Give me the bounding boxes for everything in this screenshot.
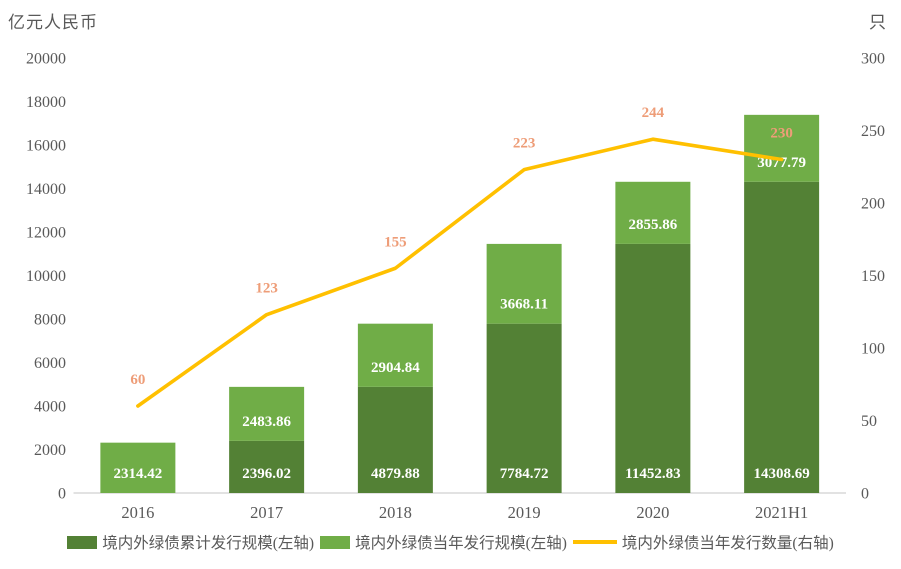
bar-value-label: 11452.83	[625, 466, 680, 482]
line-value-label: 155	[384, 234, 407, 250]
right-axis-tick-label: 150	[861, 268, 885, 285]
bar-segment	[615, 243, 691, 493]
line-value-label: 123	[255, 281, 278, 297]
line-value-label: 230	[770, 126, 793, 142]
line-value-label: 60	[130, 372, 145, 388]
right-axis-tick-label: 250	[861, 123, 885, 140]
left-axis-title: 亿元人民币	[8, 13, 98, 32]
x-axis-category-label: 2017	[250, 503, 283, 522]
x-axis-category-label: 2020	[636, 503, 669, 522]
right-axis-tick-label: 200	[861, 196, 885, 213]
bar-segment	[357, 386, 433, 493]
x-axis-category-label: 2021H1	[755, 503, 808, 522]
bar-value-label: 3668.11	[500, 297, 548, 313]
legend-item-cumulative-issuance: 境内外绿债累计发行规模(左轴)	[67, 531, 314, 553]
legend-item-annual-count: 境内外绿债当年发行数量(右轴)	[572, 531, 834, 553]
left-axis-tick-label: 18000	[26, 94, 66, 111]
bar-segment	[615, 181, 691, 244]
left-axis-tick-label: 0	[58, 486, 66, 503]
bar-segment	[100, 442, 176, 493]
left-axis-tick-label: 6000	[34, 355, 66, 372]
bar-segment	[744, 181, 820, 493]
right-axis-tick-label: 100	[861, 341, 885, 358]
right-axis-tick-label: 300	[861, 51, 885, 68]
right-axis-tick-label: 50	[861, 413, 877, 430]
bar-segment	[486, 243, 562, 324]
left-axis-tick-label: 4000	[34, 399, 66, 416]
bar-value-label: 7784.72	[500, 466, 549, 482]
legend-swatch-light-green	[320, 535, 351, 549]
legend-label: 境内外绿债累计发行规模(左轴)	[102, 535, 315, 552]
legend-swatch-dark-green	[67, 535, 98, 549]
left-axis-tick-label: 10000	[26, 268, 66, 285]
line-value-label: 244	[642, 105, 665, 121]
left-axis-tick-label: 8000	[34, 312, 66, 329]
legend-swatch-yellow-line	[572, 540, 617, 544]
left-axis-tick-label: 2000	[34, 442, 66, 459]
bar-value-label: 2483.86	[242, 414, 291, 430]
x-axis-category-label: 2016	[121, 503, 154, 522]
bar-value-label: 2904.84	[371, 360, 420, 376]
bar-value-label: 2855.86	[629, 217, 678, 233]
legend-label: 境内外绿债当年发行规模(左轴)	[355, 535, 567, 552]
bar-segment	[229, 386, 305, 441]
left-axis-tick-label: 16000	[26, 138, 66, 155]
right-axis-tick-label: 0	[861, 486, 869, 503]
bar-value-label: 2396.02	[242, 466, 291, 482]
left-axis-tick-label: 12000	[26, 225, 66, 242]
bar-segment	[229, 440, 305, 493]
bar-value-label: 4879.88	[371, 466, 420, 482]
line-series	[136, 137, 784, 408]
line-value-label: 223	[513, 136, 536, 152]
left-axis-tick-label: 20000	[26, 51, 66, 68]
bar-segment	[744, 114, 820, 182]
x-axis-category-label: 2018	[379, 503, 412, 522]
bar-value-label: 14308.69	[754, 466, 810, 482]
left-axis-tick-label: 14000	[26, 181, 66, 198]
legend-item-annual-issuance: 境内外绿债当年发行规模(左轴)	[320, 531, 567, 553]
right-axis-title: 只	[869, 13, 887, 32]
bar-value-label: 2314.42	[114, 466, 163, 482]
chart-legend: 境内外绿债累计发行规模(左轴) 境内外绿债当年发行规模(左轴) 境内外绿债当年发…	[0, 531, 901, 553]
bar-segment	[486, 323, 562, 493]
bar-segment	[357, 323, 433, 387]
x-axis-category-label: 2019	[508, 503, 541, 522]
legend-label: 境内外绿债当年发行数量(右轴)	[621, 535, 834, 552]
